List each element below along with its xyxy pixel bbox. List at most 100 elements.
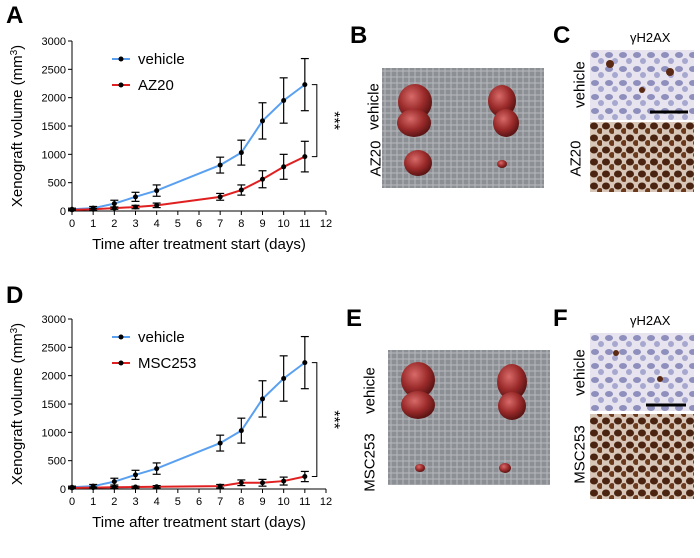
chart-a-xtick-label: 6 <box>196 218 202 230</box>
chart-a-series-az20-point <box>111 205 117 211</box>
chart-d-series-msc253-point <box>260 480 265 486</box>
chart-d-series-vehicle-legend-label: vehicle <box>138 329 185 346</box>
chart-a-significance-label: *** <box>325 111 342 130</box>
chart-d-ytick-label: 1000 <box>42 427 66 439</box>
chart-d-series-vehicle-line <box>71 361 306 489</box>
tumor-treated-2 <box>497 160 507 168</box>
chart-a-series-az20-point <box>217 194 223 200</box>
chart-a-series-az20-point <box>238 187 244 193</box>
chart-a-series-vehicle-point <box>302 82 308 88</box>
chart-d-xtick-label: 0 <box>69 496 75 508</box>
tumor-treated-1 <box>415 464 425 472</box>
chart-a-ylabel: Xenograft volume (mm3) <box>9 45 26 207</box>
chart-d-series-msc253-point <box>69 485 75 491</box>
tumor-photo-b <box>382 68 544 188</box>
chart-a-ytick-label: 2000 <box>42 93 66 105</box>
chart-a-series-vehicle-point <box>260 118 265 124</box>
chart-a-ytick-label: 1500 <box>42 121 66 133</box>
chart-a-series-vehicle-legend-label: vehicle <box>138 51 185 68</box>
chart-d-xtick-label: 12 <box>320 496 332 508</box>
chart-a-series-vehicle-point <box>111 201 117 207</box>
panel-letter-c: C <box>553 22 571 49</box>
photo-e-label-msc253: MSC253 <box>361 433 379 492</box>
stain-title-f: γH2AX <box>630 313 671 328</box>
chart-d-series-msc253-point <box>111 484 117 490</box>
panel-letter-f: F <box>553 305 568 332</box>
chart-d-series-vehicle-point <box>154 466 160 472</box>
chart-d-xtick-label: 10 <box>278 496 290 508</box>
chart-d-xtick-label: 9 <box>259 496 265 508</box>
chart-d-xtick-label: 6 <box>196 496 202 508</box>
chart-d-series-msc253-point <box>302 474 308 480</box>
chart-d-ytick-label: 2500 <box>42 342 66 354</box>
panel-letter-a: A <box>6 2 24 29</box>
chart-d-series-msc253-point <box>133 484 138 490</box>
chart-d-xtick-label: 4 <box>154 496 160 508</box>
chart-a-xtick-label: 2 <box>111 218 117 230</box>
chart-a-series-az20-line <box>71 155 306 211</box>
chart-a-series-vehicle-point <box>281 98 287 103</box>
photo-f-label-vehicle: vehicle <box>571 349 589 396</box>
chart-a-xtick-label: 9 <box>259 218 265 230</box>
chart-d-xtick-label: 7 <box>217 496 223 508</box>
chart-d-series-msc253-line <box>71 475 306 489</box>
tumor-vehicle-1 <box>401 362 435 398</box>
chart-d-xtick-label: 11 <box>299 496 310 508</box>
photo-f-label-msc253: MSC253 <box>571 425 589 484</box>
chart-a-xtick-label: 3 <box>132 218 138 230</box>
chart-a-xtick-label: 8 <box>238 218 244 230</box>
chart-a-series-az20-point <box>133 204 138 210</box>
chart-d-series-msc253-point <box>238 480 244 486</box>
chart-a-xtick-label: 7 <box>217 218 223 230</box>
photo-e-label-vehicle: vehicle <box>361 367 379 414</box>
chart-a-series-vehicle-point <box>238 150 244 156</box>
chart-a-ytick-label: 2500 <box>42 64 66 76</box>
chart-d-xtick-label: 8 <box>238 496 244 508</box>
micrograph-c <box>590 50 694 192</box>
photo-b-label-az20: AZ20 <box>367 140 385 177</box>
chart-a-series-az20-point <box>302 154 308 160</box>
chart-d-series-vehicle-point <box>217 440 223 446</box>
chart-a-series-az20-point <box>69 207 75 213</box>
tumor-vehicle-2 <box>488 85 516 117</box>
chart-a-xtick-label: 12 <box>320 218 332 230</box>
chart-a-ytick-label: 500 <box>48 178 66 190</box>
chart-d-xtick-label: 3 <box>132 496 138 508</box>
chart-a-xtick-label: 10 <box>278 218 290 230</box>
chart-a-significance-bracket <box>311 84 318 158</box>
chart-d-series-msc253-point <box>217 483 223 489</box>
micrograph-f <box>590 333 694 499</box>
chart-a-xtick-label: 0 <box>69 218 75 230</box>
tumor-vehicle-2 <box>497 364 527 400</box>
panel-letter-d: D <box>6 282 24 309</box>
chart-d-series-msc253-point <box>154 484 160 490</box>
tumor-treated-1 <box>404 150 432 176</box>
chart-d-series-vehicle-point <box>111 479 117 485</box>
chart-a-series-az20-point <box>260 176 265 182</box>
chart-d-significance-label: *** <box>325 410 342 429</box>
panel-letter-e: E <box>346 305 363 332</box>
chart-d-xtick-label: 5 <box>175 496 181 508</box>
chart-a-xlabel: Time after treatment start (days) <box>92 236 306 253</box>
chart-a-ytick-label: 1000 <box>42 149 66 161</box>
chart-a-series-az20-legend-marker <box>118 82 124 88</box>
chart-a-series-vehicle-point <box>133 194 138 200</box>
chart-d-ytick-label: 2000 <box>42 371 66 383</box>
chart-d-xtick-label: 2 <box>111 496 117 508</box>
chart-d-series-msc253-point <box>90 485 96 491</box>
photo-c-label-az20: AZ20 <box>567 140 585 177</box>
chart-d-ytick-label: 3000 <box>42 314 66 326</box>
chart-d-ytick-label: 0 <box>60 484 66 496</box>
chart-d-significance-bracket <box>311 362 318 478</box>
chart-a-series-az20-point <box>281 164 287 170</box>
chart-d-ytick-label: 1500 <box>42 399 66 411</box>
chart-d-series-vehicle-point <box>133 472 138 478</box>
chart-a-series-vehicle-legend-marker <box>118 56 124 62</box>
chart-a-xtick-label: 11 <box>299 218 310 230</box>
tumor-photo-e <box>388 350 550 485</box>
stain-title-c: γH2AX <box>630 30 671 45</box>
chart-a-series-az20-legend-label: AZ20 <box>138 77 174 94</box>
tumor-treated-2 <box>499 463 511 473</box>
